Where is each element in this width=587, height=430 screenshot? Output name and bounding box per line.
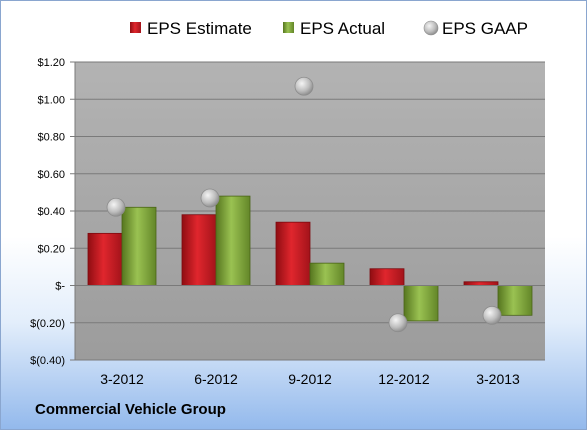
bar-eps-estimate — [181, 214, 217, 286]
y-tick-label: $- — [55, 281, 65, 293]
legend-swatch — [423, 20, 439, 36]
y-tick-label: $(0.40) — [30, 355, 65, 367]
marker-eps-gaap — [482, 305, 502, 325]
bar-eps-estimate — [369, 268, 405, 286]
x-tick-label: 3-2013 — [476, 371, 520, 387]
legend-swatch — [283, 22, 294, 33]
bar-eps-estimate — [463, 281, 499, 286]
bar-eps-actual — [403, 285, 439, 322]
bar-eps-actual — [121, 206, 157, 286]
x-tick-label: 9-2012 — [288, 371, 332, 387]
y-tick-label: $0.80 — [37, 132, 65, 144]
marker-eps-gaap — [294, 76, 314, 96]
x-tick-label: 12-2012 — [378, 371, 430, 387]
legend-swatch — [130, 22, 141, 33]
bar-eps-actual — [497, 285, 533, 316]
y-tick-label: $0.20 — [37, 243, 65, 255]
marker-eps-gaap — [200, 188, 220, 208]
bar-eps-actual — [309, 262, 345, 286]
x-tick-label: 6-2012 — [194, 371, 238, 387]
y-tick-label: $0.40 — [37, 206, 65, 218]
bar-eps-estimate — [275, 221, 311, 286]
bar-eps-actual — [215, 195, 251, 286]
bar-eps-estimate — [87, 232, 123, 286]
marker-eps-gaap — [388, 313, 408, 333]
x-tick-label: 3-2012 — [100, 371, 144, 387]
legend-label: EPS Actual — [300, 19, 385, 38]
company-name: Commercial Vehicle Group — [35, 401, 226, 418]
y-tick-label: $0.60 — [37, 169, 65, 181]
y-tick-label: $1.20 — [37, 57, 65, 69]
y-tick-label: $(0.20) — [30, 318, 65, 330]
marker-eps-gaap — [106, 197, 126, 217]
y-tick-label: $1.00 — [37, 94, 65, 106]
legend-label: EPS GAAP — [442, 19, 528, 38]
legend-label: EPS Estimate — [147, 19, 252, 38]
